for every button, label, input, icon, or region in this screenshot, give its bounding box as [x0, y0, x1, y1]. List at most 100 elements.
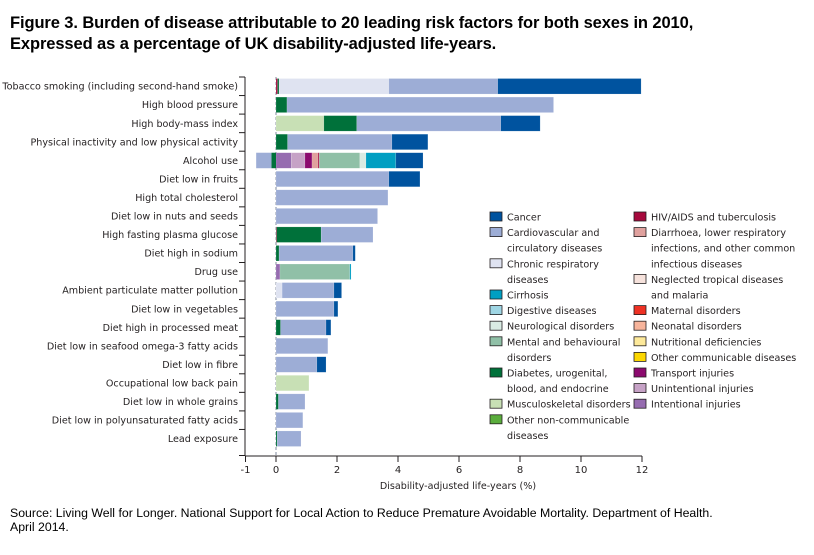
legend-label: Transport injuries	[650, 369, 734, 380]
category-label: Drug use	[194, 267, 238, 278]
category-label: High fasting plasma glucose	[102, 230, 238, 241]
legend-item-intentional: Intentional injuries	[633, 398, 741, 411]
legend-label: infectious diseases	[651, 259, 742, 270]
bar-segment-cirrhosis	[349, 263, 352, 280]
legend-item-neonatal: Neonatal disorders	[633, 320, 742, 333]
bar-segment-cardio	[275, 171, 390, 187]
category-label: Occupational low back pain	[106, 378, 238, 389]
bar-diet-high-in-sodium	[275, 245, 356, 262]
x-tick-label: 6	[456, 465, 462, 476]
legend-item-unintentional: Unintentional injuries	[633, 383, 754, 395]
legend-item-neuro: Neurological disorders	[489, 320, 614, 333]
bar-lead-exposure	[275, 430, 302, 447]
bar-segment-diabetes	[276, 226, 322, 243]
bar-segment-cancer	[325, 319, 332, 336]
legend-swatch	[633, 273, 647, 284]
legend-label: Neglected tropical diseases	[651, 275, 783, 286]
bar-segment-cirrhosis	[365, 152, 397, 169]
axes: -1 0 2 4 6 8 10 12 Disability-adjusted life-year…	[239, 76, 648, 492]
bar-segment-cardio	[278, 245, 354, 262]
bars-group	[256, 77, 642, 456]
bar-segment-cancer	[388, 171, 421, 187]
legend-swatch	[633, 336, 647, 347]
legend-label: and malaria	[651, 291, 708, 302]
category-label: Ambient particulate matter pollution	[62, 286, 238, 297]
legend-item-diarrhoea: Diarrhoea, lower respiratory infections, …	[633, 227, 795, 270]
legend-item-diabetes: Diabetes, urogenital, blood, and endocrin…	[489, 367, 609, 395]
bar-segment-neuro	[359, 152, 367, 169]
bar-high-fasting-plasma-glucose	[275, 226, 374, 243]
stacked-bar-chart: Tobacco smoking (including second-hand s…	[1, 76, 796, 492]
source-line-2: April 2014.	[10, 520, 69, 534]
bar-segment-cancer	[316, 356, 327, 373]
bar-diet-low-in-vegetables	[275, 300, 339, 317]
legend-label: Neurological disorders	[507, 322, 614, 333]
category-label: Diet low in polyunsaturated fatty acids	[52, 416, 238, 427]
legend-label: Chronic respiratory	[507, 259, 599, 270]
figure-title: Figure 3. Burden of disease attributable…	[10, 13, 693, 55]
legend-swatch	[489, 398, 503, 409]
legend-label: Diarrhoea, lower respiratory	[651, 228, 786, 239]
bar-segment-cardio	[275, 338, 329, 354]
legend-label: disorders	[507, 353, 551, 364]
bar-segment-cancer	[391, 133, 429, 150]
bar-segment-intentional	[275, 263, 281, 280]
legend-swatch	[489, 211, 503, 222]
legend-label: Digestive diseases	[507, 306, 597, 317]
legend-label: blood, and endocrine	[507, 384, 609, 395]
legend-swatch	[633, 227, 647, 238]
category-label: High total cholesterol	[135, 193, 238, 204]
category-label: Diet low in whole grains	[123, 397, 238, 408]
category-label: Diet high in processed meat	[103, 323, 239, 334]
bar-segment-cardio	[277, 430, 302, 447]
category-label: Alcohol use	[183, 156, 238, 167]
legend-item-transport: Transport injuries	[633, 367, 734, 380]
bar-segment-diabetes	[323, 115, 358, 132]
legend: Cancer Cardiovascular and circulatory dise…	[489, 211, 796, 442]
bar-segment-transport	[304, 152, 313, 169]
legend-item-cardio: Cardiovascular and circulatory diseases	[489, 227, 602, 255]
bar-alcohol-use	[256, 152, 424, 169]
legend-item-nutrition: Nutritional deficiencies	[633, 336, 761, 348]
legend-label: diseases	[507, 275, 548, 286]
legend-label: Musculoskeletal disorders	[507, 400, 631, 411]
legend-swatch	[489, 258, 503, 269]
category-labels: Tobacco smoking (including second-hand s…	[1, 82, 238, 445]
legend-item-musculo: Musculoskeletal disorders	[489, 398, 631, 411]
x-tick-label: 4	[395, 465, 401, 476]
legend-label: Intentional injuries	[651, 400, 741, 411]
bar-segment-resp	[275, 282, 283, 299]
bar-segment-cancer	[497, 78, 642, 95]
bar-high-blood-pressure	[275, 96, 554, 113]
bar-drug-use	[275, 263, 352, 280]
legend-swatch	[489, 227, 503, 238]
bar-segment-diabetes	[275, 96, 288, 113]
bar-segment-cardio	[280, 319, 327, 336]
bar-high-body-mass-index	[275, 115, 541, 132]
category-label: Lead exposure	[168, 434, 238, 445]
legend-item-resp: Chronic respiratory diseases	[489, 258, 599, 286]
bar-segment-mental	[279, 263, 351, 280]
bar-segment-cardio	[275, 412, 304, 429]
legend-swatch	[489, 414, 503, 425]
figure-title-line-1: Figure 3. Burden of disease attributable…	[10, 14, 694, 32]
bar-segment-musculo	[275, 115, 325, 132]
legend-item-othernc: Other non-communicable diseases	[489, 414, 629, 442]
category-label: Diet low in fruits	[159, 174, 238, 185]
bar-segment-cardio	[275, 356, 318, 373]
legend-label: Maternal disorders	[651, 306, 741, 317]
bar-segment-cardio	[275, 208, 378, 225]
bar-segment-cancer	[500, 115, 541, 132]
bar-segment-mental	[319, 152, 361, 169]
source-line-1: Source: Living Well for Longer. National…	[10, 506, 713, 520]
bar-segment-resp	[278, 78, 390, 95]
x-axis-label: Disability-adjusted life-years (%)	[380, 481, 536, 492]
legend-label: Unintentional injuries	[651, 384, 754, 395]
bar-segment-diabetes	[275, 133, 288, 150]
legend-swatch	[489, 289, 503, 300]
bar-segment-cardio-negative	[256, 152, 272, 169]
legend-label: Other non-communicable	[507, 415, 629, 426]
category-label: Diet low in vegetables	[131, 304, 238, 315]
legend-swatch	[489, 320, 503, 331]
legend-item-ntd: Neglected tropical diseases and malaria	[633, 273, 783, 302]
